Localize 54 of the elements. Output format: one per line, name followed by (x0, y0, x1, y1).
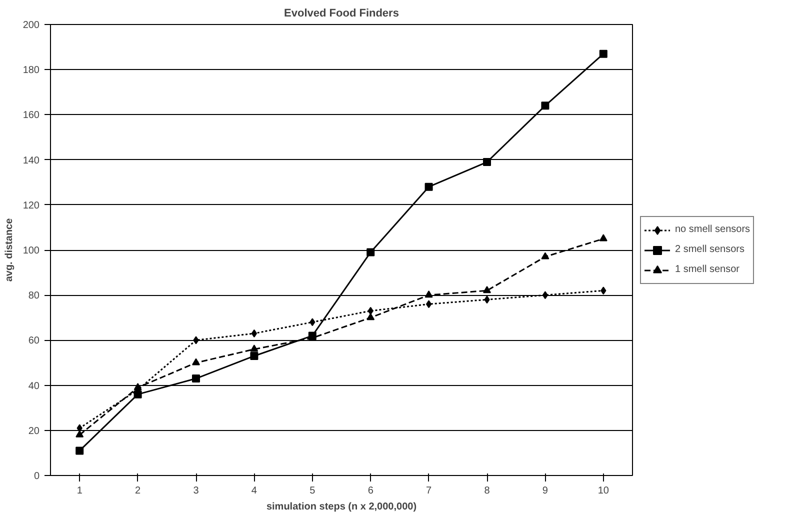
x-tick-label: 9 (542, 486, 548, 496)
point (251, 329, 258, 338)
y-tick-label: 80 (28, 290, 40, 302)
y-tick-label: 60 (28, 336, 40, 347)
point (426, 300, 432, 308)
point (134, 383, 142, 390)
point (76, 430, 84, 438)
point (600, 286, 606, 295)
point (484, 296, 490, 304)
x-axis-title: simulation steps (n x 2,000,000) (266, 502, 417, 512)
chart-title: Evolved Food Finders (284, 8, 399, 20)
x-tick-label: 1 (76, 486, 83, 496)
legend-label: 2 smell sensors (675, 244, 744, 255)
y-tick-label: 20 (28, 426, 40, 437)
point (541, 252, 550, 260)
point (599, 50, 608, 58)
x-tick-label: 6 (368, 486, 374, 496)
legend-label: 1 smell sensor (675, 264, 740, 275)
point (366, 248, 375, 256)
point (250, 344, 258, 352)
point (310, 318, 316, 326)
point (76, 424, 82, 432)
point (193, 336, 199, 344)
point (192, 358, 200, 366)
point (483, 158, 491, 166)
point (424, 290, 433, 298)
x-tick-label: 8 (484, 486, 490, 496)
y-tick-label: 140 (22, 155, 40, 166)
y-tick-label: 120 (22, 200, 40, 212)
y-tick-label: 0 (34, 471, 40, 482)
x-tick-label: 3 (193, 486, 200, 496)
point (541, 102, 550, 110)
y-tick-label: 40 (28, 380, 40, 392)
point (542, 291, 548, 300)
x-tick-label: 2 (135, 486, 142, 496)
point (599, 234, 608, 242)
point (366, 313, 375, 320)
y-tick-label: 200 (22, 20, 40, 31)
x-tick-label: 5 (310, 486, 316, 496)
y-tick-label: 160 (22, 110, 40, 122)
x-tick-label: 4 (251, 486, 258, 496)
legend-label: no smell sensors (675, 224, 750, 235)
x-tick-label: 10 (598, 486, 610, 496)
x-tick-label: 7 (426, 486, 432, 496)
point (192, 374, 200, 383)
y-axis-title: avg. distance (4, 218, 15, 282)
point (250, 352, 258, 360)
point (134, 390, 142, 398)
point (424, 182, 433, 191)
y-tick-label: 180 (22, 65, 40, 76)
point (483, 286, 491, 294)
point (368, 306, 374, 315)
point (76, 446, 84, 455)
y-tick-label: 100 (22, 246, 40, 256)
